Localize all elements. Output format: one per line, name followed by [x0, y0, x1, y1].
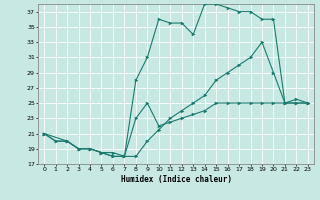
X-axis label: Humidex (Indice chaleur): Humidex (Indice chaleur) — [121, 175, 231, 184]
